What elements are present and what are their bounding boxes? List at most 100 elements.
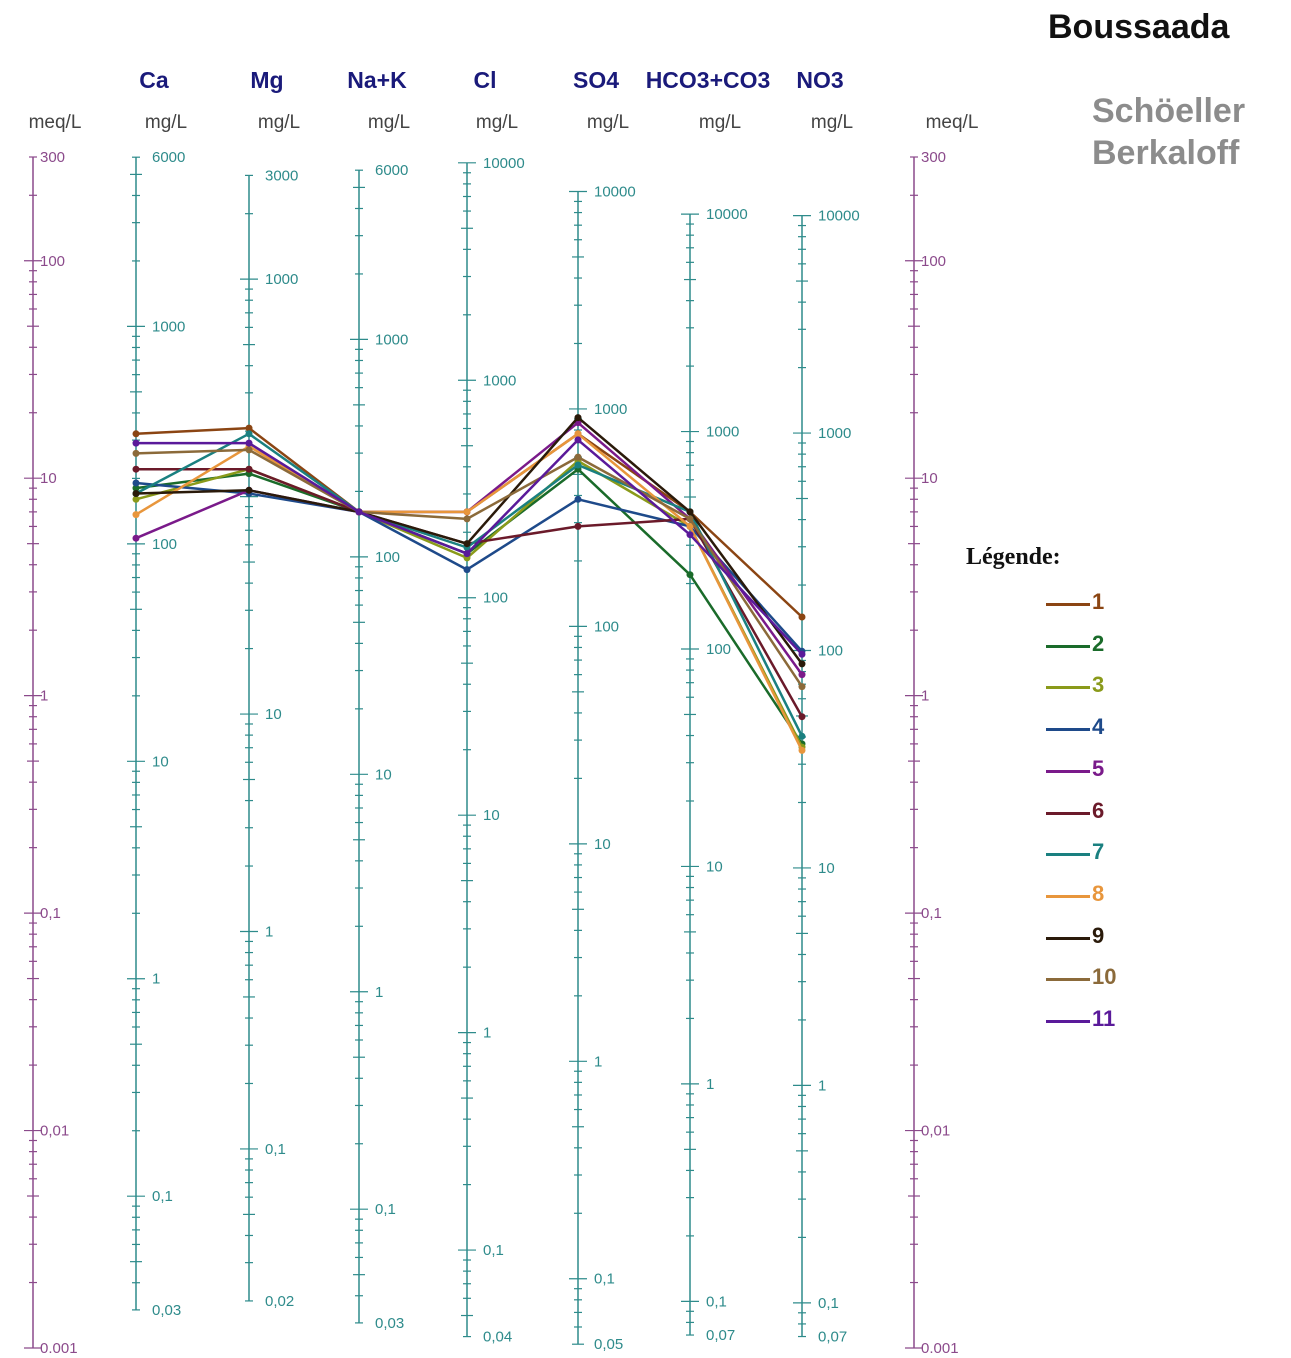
axis-tick-label: 1000 xyxy=(375,331,408,348)
axis-unit-label: mg/L xyxy=(476,112,518,133)
data-point xyxy=(686,508,694,516)
data-point xyxy=(245,430,253,438)
data-point xyxy=(574,522,582,530)
data-point xyxy=(574,436,582,444)
legend-item: 3 xyxy=(1046,671,1156,701)
axis-tick-label: 0,1 xyxy=(483,1242,504,1259)
legend-label: 2 xyxy=(1092,630,1105,656)
legend-label: 8 xyxy=(1092,880,1105,906)
axis-tick-label: 10 xyxy=(375,766,392,783)
data-point xyxy=(132,479,140,487)
data-point xyxy=(463,550,471,558)
axis-tick-label: 300 xyxy=(40,149,65,166)
axis-tick-label: 1 xyxy=(818,1077,826,1094)
data-point xyxy=(798,660,806,668)
legend-swatch xyxy=(1046,853,1090,857)
series-layer xyxy=(132,414,806,754)
data-point xyxy=(463,515,471,523)
axis-tick-label: 10 xyxy=(818,860,835,877)
method-label-2: Berkaloff xyxy=(1092,134,1240,172)
legend-item: 10 xyxy=(1046,963,1156,993)
data-point xyxy=(132,439,140,447)
axis-no3: NO3 mg/L 10000 1000 100 10 1 0,1 0,07 xyxy=(793,67,860,1346)
axis-tick-label: 0,03 xyxy=(152,1302,181,1319)
axis-tick-label: 10 xyxy=(483,807,500,824)
axis-tick-label: 0,1 xyxy=(375,1201,396,1218)
legend-label: 3 xyxy=(1092,672,1105,698)
axis-unit-label: meq/L xyxy=(29,112,82,133)
axis-tick-label: 10 xyxy=(594,836,611,853)
legend-item: 2 xyxy=(1046,630,1156,660)
legend-swatch xyxy=(1046,644,1090,648)
axis-tick-label: 0,1 xyxy=(921,905,942,922)
axis-unit-label: meq/L xyxy=(926,112,979,133)
legend-label: 4 xyxy=(1092,714,1105,740)
legend-item: 8 xyxy=(1046,880,1156,910)
axis-tick-label: 1000 xyxy=(818,425,851,442)
axis-tick-label: 100 xyxy=(152,536,177,553)
legend-label: 10 xyxy=(1092,964,1117,990)
data-point xyxy=(798,746,806,754)
ion-label: HCO3+CO3 xyxy=(646,67,771,93)
axis-ca: Ca mg/L 6000 1000 100 10 1 0,1 0,03 xyxy=(127,67,187,1319)
axis-tick-label: 1 xyxy=(483,1025,491,1042)
axis-tick-label: 6000 xyxy=(375,162,408,179)
axis-tick-label: 1 xyxy=(594,1053,602,1070)
axis-tick-label: 0,07 xyxy=(818,1329,847,1346)
axis-tick-label: 10 xyxy=(40,470,57,487)
series-8 xyxy=(132,430,806,754)
data-point xyxy=(574,461,582,469)
axis-unit-label: mg/L xyxy=(258,112,300,133)
ion-label: NO3 xyxy=(796,67,843,93)
data-point xyxy=(798,613,806,621)
ion-label: Cl xyxy=(474,67,497,93)
series-line xyxy=(135,459,804,748)
data-point xyxy=(245,465,253,473)
data-point xyxy=(132,511,140,519)
axis-tick-label: 0,04 xyxy=(483,1329,512,1346)
axis-tick-label: 0,1 xyxy=(40,905,61,922)
axis-tick-label: 10000 xyxy=(483,155,525,172)
chart-title: Boussaada xyxy=(1048,8,1230,46)
axis-tick-label: 10000 xyxy=(818,208,860,225)
axis-tick-label: 0,03 xyxy=(375,1315,404,1332)
axes-layer: meq/L 300 100 10 1 0,1 0,01 0.001 meq/L 300 100 10 1… xyxy=(24,67,978,1357)
axis-tick-label: 10 xyxy=(265,706,282,723)
axis-unit-label: mg/L xyxy=(699,112,741,133)
data-point xyxy=(686,515,694,523)
axis-tick-label: 0,01 xyxy=(921,1123,950,1140)
legend-swatch xyxy=(1046,769,1090,773)
axis-tick-label: 1000 xyxy=(594,401,627,418)
series-line xyxy=(135,432,804,737)
data-point xyxy=(574,430,582,438)
data-point xyxy=(245,486,253,494)
axis-so4: SO4 mg/L 10000 1000 100 10 1 0,1 0,05 xyxy=(569,67,636,1353)
data-point xyxy=(463,540,471,548)
series-1 xyxy=(132,424,806,621)
axis-tick-label: 10 xyxy=(921,470,938,487)
legend-item: 5 xyxy=(1046,755,1156,785)
axis-tick-label: 1 xyxy=(706,1076,714,1093)
legend-item: 7 xyxy=(1046,838,1156,868)
data-point xyxy=(574,453,582,461)
ion-label: SO4 xyxy=(573,67,619,93)
axis-tick-label: 3000 xyxy=(265,167,298,184)
legend-swatch xyxy=(1046,1020,1090,1023)
legend-item: 6 xyxy=(1046,797,1156,827)
legend-swatch xyxy=(1046,603,1090,606)
ion-label: Ca xyxy=(139,67,169,93)
axis-tick-label: 0.001 xyxy=(40,1340,78,1357)
axis-tick-label: 0,02 xyxy=(265,1293,294,1310)
data-point xyxy=(132,534,140,542)
data-point xyxy=(132,484,140,492)
axis-tick-label: 300 xyxy=(921,149,946,166)
series-10 xyxy=(132,446,806,691)
legend-swatch xyxy=(1046,811,1090,815)
axis-tick-label: 1 xyxy=(40,688,48,705)
axis-na-k: Na+K mg/L 6000 1000 100 10 1 0,1 0,03 xyxy=(347,67,410,1332)
legend-swatch xyxy=(1046,936,1090,940)
ion-label: Mg xyxy=(250,67,283,93)
legend-item: 9 xyxy=(1046,922,1156,952)
axis-tick-label: 100 xyxy=(706,641,731,658)
axis-tick-label: 100 xyxy=(483,590,508,607)
